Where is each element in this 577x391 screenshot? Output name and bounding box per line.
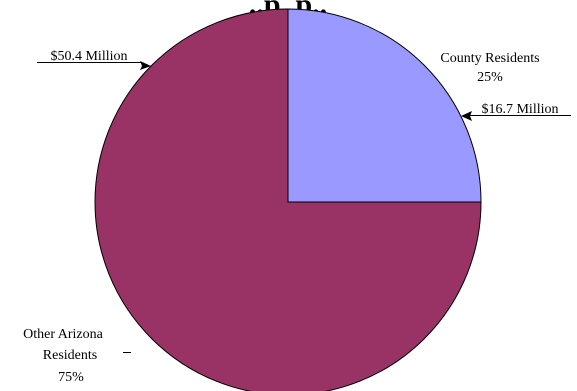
pie-slice-other-arizona-residents: [94, 8, 482, 391]
slice-label-other-arizona-line2: Residents: [43, 348, 97, 363]
amount-arrowhead-county: [461, 111, 472, 121]
amount-label-other-arizona: $50.4 Million: [50, 49, 127, 64]
pie-slices: [94, 8, 482, 391]
amount-label-county-residents: $16.7 Million: [481, 102, 558, 117]
slice-label-other-arizona-line1: Other Arizona: [23, 327, 103, 342]
slice-percent-county-residents: 25%: [477, 70, 503, 85]
slice-percent-other-arizona: 75%: [58, 370, 84, 385]
slice-label-county-residents: County Residents: [440, 51, 539, 66]
pie-slice-county-residents: [287, 8, 482, 203]
amount-arrowhead-other: [140, 61, 151, 70]
